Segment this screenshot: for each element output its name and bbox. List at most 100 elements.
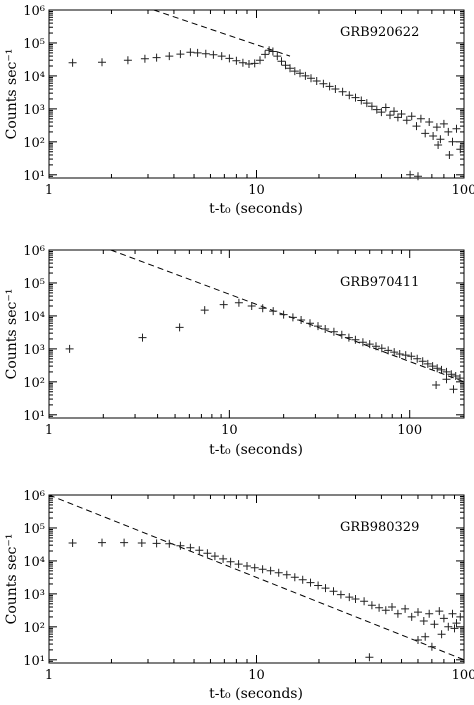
data-point <box>367 601 376 610</box>
data-point <box>312 77 321 85</box>
data-point <box>176 541 185 550</box>
data-point <box>258 565 267 574</box>
data-point <box>432 123 441 132</box>
panel-3: 1 10 100 10¹ 10² 10³ 10⁴ 10⁵ 10⁶ GRB980329 t-t₀ … <box>4 489 474 702</box>
data-point <box>314 322 322 331</box>
data-point <box>68 539 77 547</box>
x-tick-label: 10 <box>221 423 238 438</box>
panel-1-points <box>68 46 465 181</box>
data-point <box>238 58 247 67</box>
data-point <box>137 539 146 547</box>
data-point <box>401 604 410 613</box>
data-point <box>306 319 314 328</box>
data-point <box>186 48 195 57</box>
data-point <box>250 59 259 68</box>
panel-2-points <box>65 298 464 394</box>
data-point <box>447 370 456 379</box>
data-point <box>425 118 434 126</box>
data-point <box>331 85 340 93</box>
data-point <box>367 102 376 111</box>
data-point <box>336 590 345 599</box>
data-point <box>186 543 195 552</box>
y-tick-label: 10⁵ <box>23 37 45 52</box>
data-point <box>456 612 465 621</box>
data-point <box>451 372 460 380</box>
data-point <box>430 620 439 629</box>
data-point <box>445 151 454 159</box>
data-point <box>269 307 278 316</box>
panel-3-x-axis-label: t-t₀ (seconds) <box>209 686 303 702</box>
data-point <box>65 344 74 353</box>
data-point <box>402 116 411 125</box>
panel-1-title: GRB920622 <box>340 25 419 40</box>
panel-1-fit-line <box>153 9 291 57</box>
panel-3-fit-line <box>48 494 465 661</box>
data-point <box>201 49 210 58</box>
data-point <box>452 124 461 133</box>
data-point <box>377 108 386 117</box>
data-point <box>261 50 270 59</box>
data-point <box>290 67 299 76</box>
x-tick-label: 100 <box>397 423 422 438</box>
data-point <box>329 327 338 336</box>
data-point <box>165 539 174 548</box>
y-tick-label: 10³ <box>23 588 45 603</box>
data-point <box>437 630 446 639</box>
data-point <box>429 132 438 140</box>
data-point <box>175 323 184 332</box>
data-point <box>428 362 437 371</box>
panel-2-ticks <box>48 249 464 418</box>
data-point <box>388 603 396 611</box>
data-point <box>319 79 328 88</box>
data-point <box>274 568 283 577</box>
data-point <box>442 375 451 384</box>
data-point <box>98 538 106 547</box>
y-tick-label: 10⁵ <box>23 522 45 537</box>
data-point <box>425 609 434 618</box>
data-point <box>234 560 243 569</box>
panel-3-ticks <box>48 494 465 663</box>
y-tick-label: 10⁶ <box>23 4 45 19</box>
data-point <box>279 310 288 319</box>
data-point <box>435 607 444 616</box>
data-point <box>306 578 315 587</box>
data-point <box>226 557 235 566</box>
data-point <box>439 614 448 623</box>
data-point <box>365 340 374 349</box>
data-point <box>266 566 275 575</box>
data-point <box>301 71 310 80</box>
data-point <box>329 587 338 596</box>
data-point <box>345 91 354 100</box>
data-point <box>427 642 436 651</box>
data-point <box>413 354 422 363</box>
data-point <box>195 546 204 555</box>
x-tick-label: 10 <box>248 183 265 198</box>
x-tick-label: 1 <box>45 668 53 683</box>
data-point <box>377 344 386 353</box>
data-point <box>325 82 334 91</box>
data-point <box>407 352 416 361</box>
data-point <box>393 609 402 618</box>
x-tick-label: 100 <box>452 668 474 683</box>
data-point <box>281 61 290 70</box>
data-point <box>448 137 457 146</box>
data-point <box>414 172 422 181</box>
data-point <box>434 141 443 149</box>
data-point <box>395 350 404 358</box>
panel-1-ticks <box>48 9 465 178</box>
data-point <box>360 597 369 606</box>
data-point <box>406 170 415 179</box>
data-point <box>277 57 286 66</box>
data-point <box>397 110 406 118</box>
x-tick-label: 100 <box>452 183 474 198</box>
data-point <box>416 114 425 123</box>
data-point <box>288 313 297 322</box>
panel-2-tick-labels: 1 10 100 10¹ 10² 10³ 10⁴ 10⁵ 10⁶ <box>23 244 422 438</box>
panel-2-title: GRB970411 <box>340 275 419 290</box>
data-point <box>358 338 367 347</box>
y-tick-label: 10³ <box>23 103 45 118</box>
data-point <box>265 46 274 55</box>
data-point <box>365 653 374 662</box>
data-point <box>176 50 185 59</box>
data-point <box>243 562 251 570</box>
